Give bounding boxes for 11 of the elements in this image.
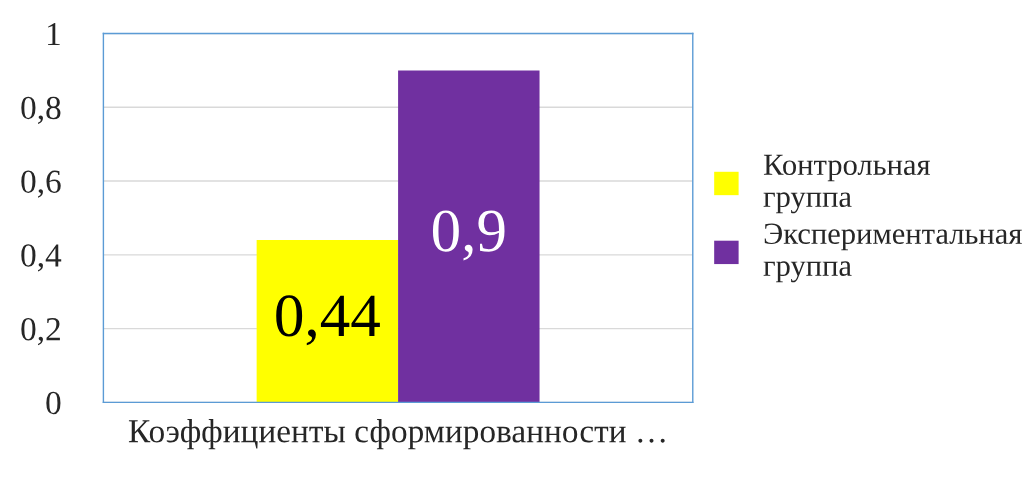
- data-label: 0,44: [276, 295, 380, 346]
- y-tick-label: 0,8: [21, 96, 61, 124]
- legend-label: Контрольная группа: [763, 154, 931, 214]
- x-tick-label: Коэффициенты сформированности …: [128, 419, 665, 450]
- data-label: 0,9: [432, 210, 505, 261]
- y-tick-label: 0,2: [21, 317, 60, 346]
- y-tick-label: 0: [46, 391, 61, 415]
- legend-label: Экспериментальная группа: [763, 223, 1022, 283]
- y-tick-label: 0,4: [21, 244, 62, 272]
- y-tick-label: 0,6: [21, 170, 61, 198]
- y-tick-label: 1: [48, 23, 60, 46]
